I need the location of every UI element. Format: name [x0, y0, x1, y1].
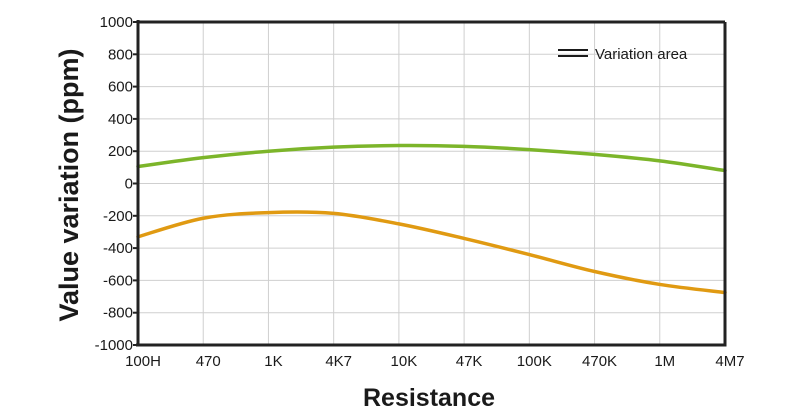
y-tick-label: 200: [108, 143, 133, 160]
x-tick-label: 4K7: [325, 353, 352, 370]
series-line-0: [136, 143, 727, 173]
x-tick-label: 470K: [582, 353, 617, 370]
series-line-1: [136, 210, 727, 295]
y-tick-label: 1000: [100, 14, 133, 31]
y-tick-label: 600: [108, 79, 133, 96]
grid-lines: [137, 21, 726, 346]
x-axis-title: Resistance: [363, 384, 495, 412]
y-axis-title: Value variation (ppm): [54, 48, 84, 321]
x-tick-label: 47K: [456, 353, 483, 370]
x-tick-label: 470: [196, 353, 221, 370]
y-tick-label: 400: [108, 111, 133, 128]
x-tick-label: 1M: [654, 353, 675, 370]
y-tick-label: 0: [125, 176, 133, 193]
x-tick-labels: 100H 470 1K 4K7 10K 47K 100K 470K 1M 4M7: [125, 353, 745, 370]
series-layer: [136, 143, 727, 295]
y-tick-label: -1000: [95, 337, 133, 354]
x-tick-label: 100K: [517, 353, 552, 370]
y-tick-labels: 1000 800 600 400 200 0 -200 -400 -600 -800 -1000: [95, 14, 133, 354]
y-tick-label: 800: [108, 46, 133, 63]
x-tick-label: 10K: [391, 353, 418, 370]
y-tick-label: -600: [103, 272, 133, 289]
y-tick-label: -200: [103, 208, 133, 225]
x-tick-label: 1K: [264, 353, 282, 370]
y-tick-label: -400: [103, 240, 133, 257]
y-tick-label: -800: [103, 305, 133, 322]
legend: Variation area: [558, 46, 688, 63]
axes: [133, 20, 727, 347]
legend-label: Variation area: [595, 46, 688, 63]
x-tick-label: 4M7: [715, 353, 744, 370]
x-tick-label: 100H: [125, 353, 161, 370]
